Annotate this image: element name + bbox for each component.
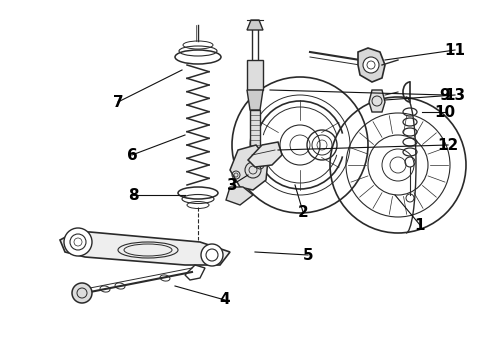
- Text: 9: 9: [440, 87, 450, 103]
- Text: 5: 5: [303, 248, 313, 262]
- Text: 6: 6: [126, 148, 137, 162]
- Polygon shape: [248, 142, 282, 167]
- Circle shape: [72, 283, 92, 303]
- Text: 3: 3: [227, 177, 237, 193]
- Bar: [247, 60, 263, 90]
- Polygon shape: [247, 20, 263, 30]
- Circle shape: [363, 57, 379, 73]
- Polygon shape: [369, 90, 385, 112]
- Text: 10: 10: [435, 104, 456, 120]
- Text: 13: 13: [444, 87, 466, 103]
- Polygon shape: [358, 48, 385, 82]
- Text: 1: 1: [415, 217, 425, 233]
- Text: 11: 11: [444, 42, 466, 58]
- Polygon shape: [230, 145, 268, 190]
- Text: 8: 8: [128, 188, 138, 202]
- Polygon shape: [226, 187, 253, 205]
- Polygon shape: [247, 90, 263, 110]
- Ellipse shape: [118, 242, 178, 258]
- Circle shape: [64, 228, 92, 256]
- Circle shape: [201, 244, 223, 266]
- Text: 2: 2: [297, 204, 308, 220]
- Text: 4: 4: [220, 292, 230, 307]
- Text: 12: 12: [438, 138, 459, 153]
- Text: 7: 7: [113, 95, 123, 109]
- Bar: [250, 110, 260, 150]
- Polygon shape: [60, 232, 230, 265]
